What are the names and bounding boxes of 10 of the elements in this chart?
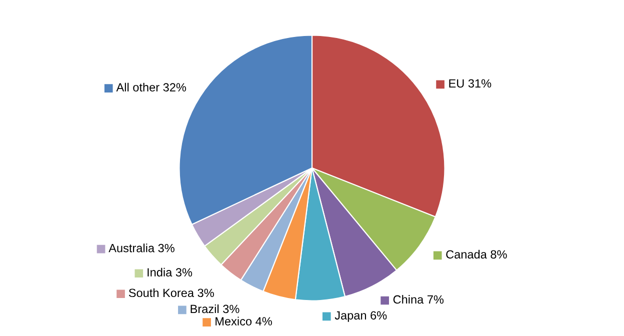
legend-label: Japan 6% xyxy=(334,311,387,322)
legend-label: EU 31% xyxy=(449,79,492,88)
legend-label: South Korea 3% xyxy=(128,288,214,298)
legend-label: India 3% xyxy=(148,268,192,277)
legend-label: Australia 3% xyxy=(108,244,174,252)
legend-label: China 7% xyxy=(393,294,444,304)
legend-label: All other 32% xyxy=(116,82,186,92)
legend-label: Brazil 3% xyxy=(190,304,240,314)
legend-label: Mexico 4% xyxy=(216,316,272,326)
legend-label: Canada 8% xyxy=(446,250,507,259)
